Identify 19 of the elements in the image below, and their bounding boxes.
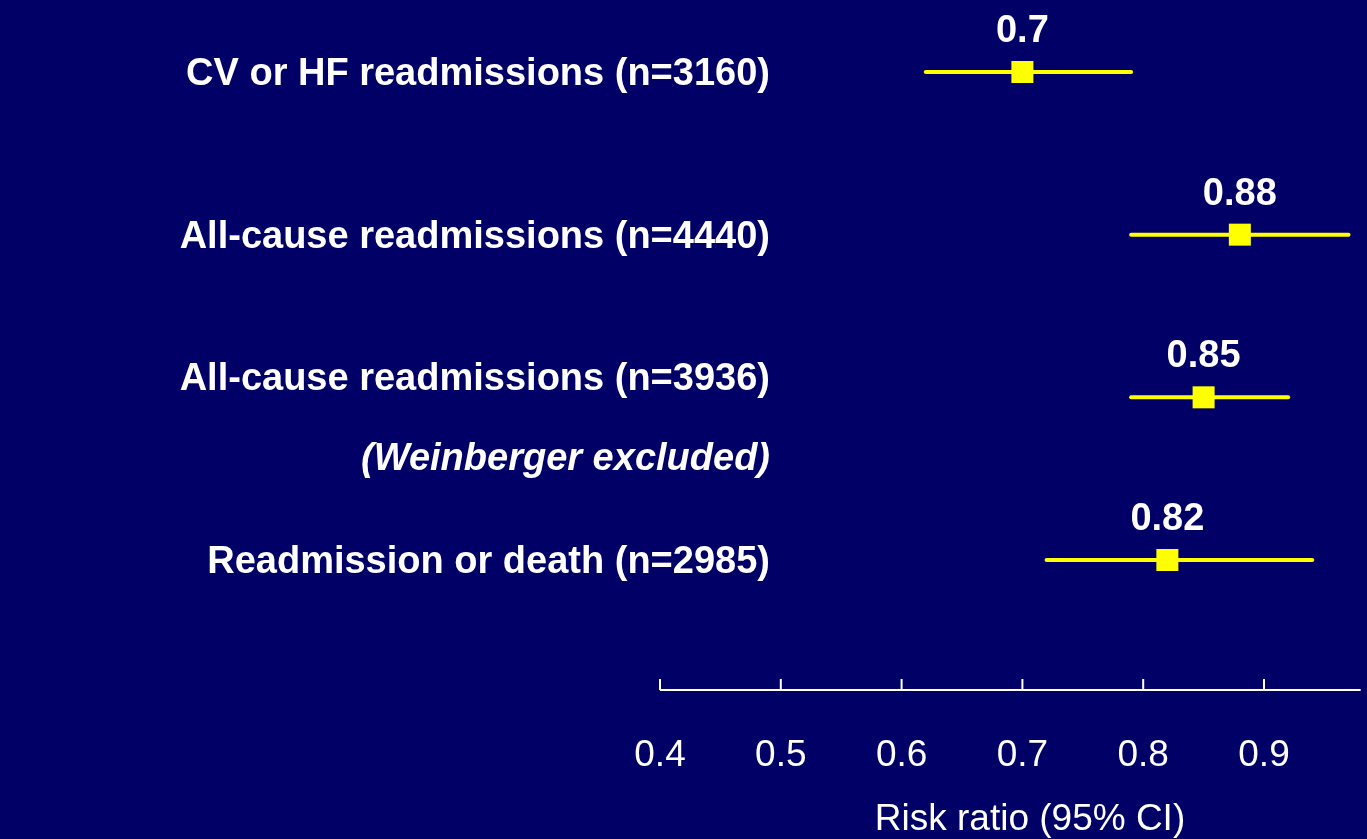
point <box>1156 549 1179 571</box>
point <box>1011 61 1034 83</box>
y-tick-label: CV or HF readmissions (n=3160) <box>186 51 770 93</box>
data-label: 0.7 <box>995 8 1049 50</box>
y-tick-label: Readmission or death (n=2985) <box>207 539 770 581</box>
x-tick-label: 0.9 <box>1238 733 1290 774</box>
x-axis-title: Risk ratio (95% CI) <box>874 797 1186 838</box>
y-tick-label: All-cause readmissions (n=3936) (Weinberger excluded) <box>179 356 770 479</box>
data-label: 0.88 <box>1202 170 1277 213</box>
y-tick-label: All-cause readmissions (n=4440) <box>179 213 770 256</box>
x-tick-label: 0.6 <box>875 733 928 774</box>
x-tick-label: 0.8 <box>1117 733 1169 774</box>
x-tick-label: 0.7 <box>996 733 1049 774</box>
point <box>1228 223 1251 246</box>
data-label: 0.85 <box>1166 333 1241 376</box>
x-tick-label: 0.4 <box>634 733 686 774</box>
x-tick-label: 0.5 <box>755 733 807 774</box>
data-label: 0.82 <box>1130 496 1205 538</box>
point <box>1192 386 1215 409</box>
